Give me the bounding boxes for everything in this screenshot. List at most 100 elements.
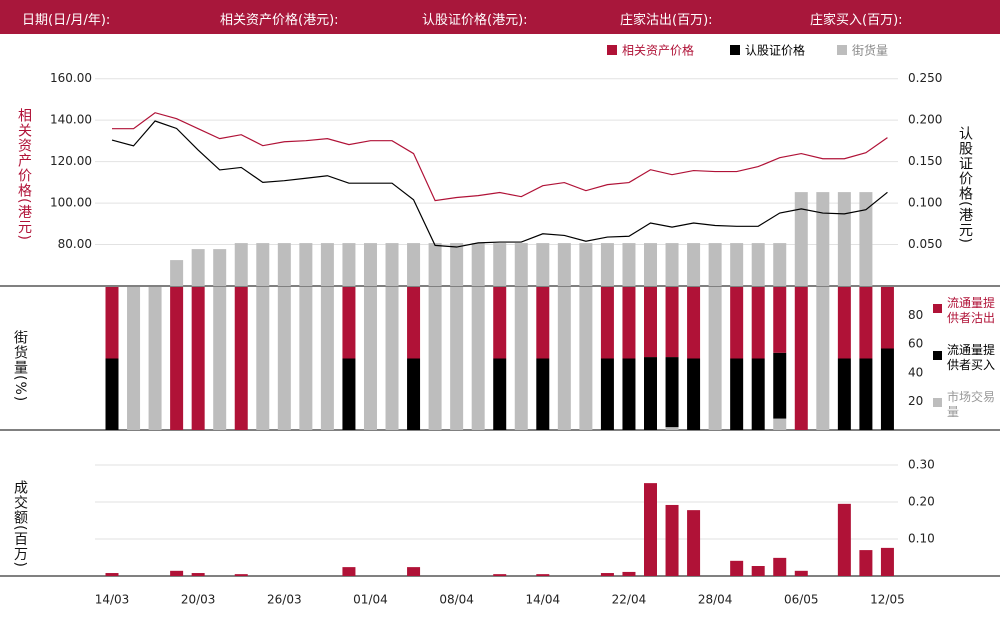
bar-segment [493, 358, 507, 430]
bar [213, 249, 227, 286]
x-tick-label: 28/04 [698, 593, 733, 607]
bar [277, 243, 291, 286]
x-tick-label: 20/03 [181, 593, 216, 607]
bar [751, 243, 765, 286]
bar [342, 567, 356, 576]
bar [450, 243, 464, 286]
bar [730, 560, 744, 576]
bar [859, 192, 873, 286]
bar-segment [794, 287, 808, 430]
x-tick-label: 08/04 [439, 593, 474, 607]
bar [687, 510, 701, 576]
x-tick-label: 26/03 [267, 593, 302, 607]
bar [234, 243, 248, 286]
y-tick-label: 160.00 [50, 71, 92, 85]
bar [191, 573, 205, 576]
bar-segment [234, 287, 248, 430]
bar-segment [471, 287, 485, 430]
legend-label: 流通量提供者买入 [947, 343, 996, 372]
y-tick-label: 140.00 [50, 113, 92, 127]
bar-segment [299, 287, 313, 430]
bar [191, 249, 205, 286]
y-tick-label: 100.00 [50, 196, 92, 210]
bar [320, 243, 334, 286]
bar-segment [665, 357, 679, 428]
bar-segment [170, 287, 184, 430]
bar-segment [256, 287, 270, 430]
bar [794, 192, 808, 286]
header-field: 相关资产价格(港元): [220, 13, 339, 28]
bar-segment [708, 287, 722, 430]
bar-segment [363, 287, 377, 430]
bar [730, 243, 744, 286]
bar-segment [342, 287, 356, 359]
y-tick-label: 60 [908, 337, 923, 351]
header-field: 日期(日/月/年): [22, 13, 111, 28]
bar [665, 243, 679, 286]
y-axis-title: 街货量(%) [12, 330, 28, 403]
bar [342, 243, 356, 286]
bar-segment [385, 287, 399, 430]
bar-segment [880, 348, 894, 430]
bar-segment [191, 287, 205, 430]
y-tick-label: 0.30 [908, 458, 935, 472]
bar [751, 566, 765, 576]
legend-swatch [933, 304, 942, 313]
bar-segment [127, 287, 141, 430]
bar [622, 571, 636, 576]
legend-label: 相关资产价格 [622, 43, 694, 58]
bar [407, 243, 421, 286]
x-tick-label: 14/03 [95, 593, 130, 607]
legend-swatch [933, 398, 942, 407]
legend-label: 认股证价格 [745, 43, 805, 58]
bar [816, 192, 830, 286]
header: 日期(日/月/年): 相关资产价格(港元): 认股证价格(港元): 庄家沽出(百… [0, 0, 1000, 34]
y-tick-label: 80.00 [58, 237, 92, 251]
bar [385, 243, 399, 286]
bar [622, 243, 636, 286]
bar-segment [536, 358, 550, 430]
bar [428, 243, 442, 286]
y-axis-title: 成交额(百万) [12, 480, 28, 568]
bar-segment [600, 287, 614, 359]
y2-axis-title: 认股证价格(港元) [957, 126, 973, 244]
bar-segment [859, 287, 873, 359]
bar-segment [859, 358, 873, 430]
bar [363, 243, 377, 286]
bar-segment [407, 358, 421, 430]
bar-segment [687, 287, 701, 359]
legend-swatch [730, 45, 740, 55]
header-field: 庄家沽出(百万): [620, 13, 713, 28]
bar-segment [665, 287, 679, 358]
bar [644, 243, 657, 286]
bar [579, 243, 593, 286]
bar-segment [277, 287, 291, 430]
y-tick-label: 0.250 [908, 71, 942, 85]
bar-segment [536, 287, 550, 359]
x-tick-label: 01/04 [353, 593, 388, 607]
bar-segment [665, 427, 679, 430]
header-field: 认股证价格(港元): [422, 13, 528, 28]
bar-segment [557, 287, 571, 430]
legend-label: 流通量提供者沽出 [947, 296, 996, 325]
bar [256, 243, 270, 286]
y-tick-label: 0.20 [908, 495, 935, 509]
legend-label: 街货量 [852, 43, 888, 58]
bar-segment [644, 357, 657, 430]
y-tick-label: 0.150 [908, 154, 942, 168]
bar [493, 574, 507, 576]
bar-segment [148, 287, 162, 430]
bar [665, 504, 679, 576]
legend-swatch [933, 351, 942, 360]
bar [557, 243, 571, 286]
bar [880, 547, 894, 576]
y-tick-label: 20 [908, 394, 923, 408]
bar-segment [730, 358, 744, 430]
bar [514, 243, 528, 286]
x-tick-label: 22/04 [612, 593, 647, 607]
bar-segment [493, 287, 507, 359]
line-series [112, 112, 888, 202]
y-tick-label: 120.00 [50, 154, 92, 168]
bar-segment [320, 287, 334, 430]
